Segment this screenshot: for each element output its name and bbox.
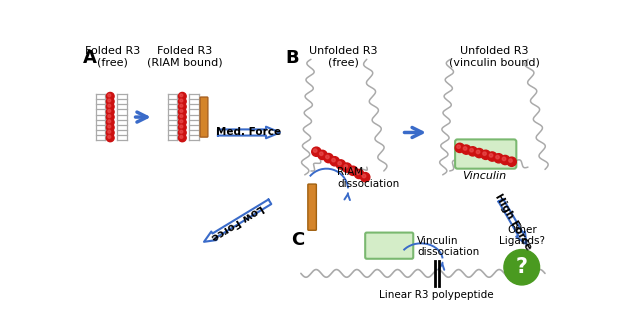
Text: Unfolded R3
(free): Unfolded R3 (free) [309, 46, 378, 68]
Circle shape [180, 115, 183, 118]
Circle shape [108, 104, 111, 107]
Circle shape [179, 108, 186, 116]
FancyBboxPatch shape [308, 184, 316, 230]
Circle shape [106, 108, 114, 116]
Text: A: A [83, 49, 97, 67]
Circle shape [180, 104, 183, 107]
FancyBboxPatch shape [200, 97, 208, 137]
Circle shape [362, 174, 366, 178]
Circle shape [461, 145, 471, 154]
Circle shape [319, 152, 323, 156]
Text: Low Force: Low Force [209, 202, 265, 241]
Text: Med. Force: Med. Force [216, 128, 282, 138]
Circle shape [455, 143, 465, 153]
Text: Vinculin
dissociation: Vinculin dissociation [417, 236, 479, 257]
Circle shape [108, 120, 111, 123]
Circle shape [108, 99, 111, 102]
Circle shape [106, 134, 114, 142]
Circle shape [179, 129, 186, 137]
Circle shape [312, 147, 321, 156]
Circle shape [338, 162, 341, 165]
Circle shape [360, 173, 370, 182]
Circle shape [106, 113, 114, 121]
Circle shape [108, 136, 111, 138]
Text: Unfolded R3
(vinculin bound): Unfolded R3 (vinculin bound) [449, 46, 540, 68]
Circle shape [350, 168, 353, 171]
Circle shape [106, 103, 114, 111]
Circle shape [494, 154, 503, 163]
Circle shape [348, 166, 358, 175]
Text: C: C [291, 231, 304, 249]
Circle shape [108, 94, 111, 97]
Circle shape [180, 99, 183, 102]
Text: B: B [285, 49, 299, 67]
Circle shape [507, 157, 516, 166]
Circle shape [500, 155, 510, 165]
Circle shape [180, 125, 183, 128]
Circle shape [509, 159, 512, 162]
Circle shape [108, 125, 111, 128]
Circle shape [180, 94, 183, 97]
Text: Vinculin: Vinculin [463, 171, 507, 181]
Circle shape [324, 153, 333, 163]
Circle shape [179, 113, 186, 121]
Circle shape [476, 150, 480, 154]
Circle shape [463, 147, 467, 150]
Circle shape [106, 93, 114, 100]
Circle shape [180, 120, 183, 123]
Polygon shape [499, 199, 527, 244]
Circle shape [344, 165, 348, 168]
Circle shape [179, 93, 186, 100]
Circle shape [108, 115, 111, 118]
Circle shape [108, 110, 111, 112]
Circle shape [489, 154, 493, 157]
Circle shape [330, 157, 339, 166]
Circle shape [475, 148, 484, 158]
Text: Linear R3 polypeptide: Linear R3 polypeptide [379, 290, 494, 300]
Circle shape [481, 150, 490, 159]
Circle shape [457, 145, 460, 149]
Circle shape [179, 124, 186, 131]
Circle shape [468, 147, 477, 156]
Circle shape [106, 119, 114, 126]
Text: Folded R3
(RIAM bound): Folded R3 (RIAM bound) [147, 46, 223, 68]
Circle shape [502, 157, 506, 161]
Text: Other
Ligands?: Other Ligands? [499, 225, 545, 246]
Circle shape [483, 152, 486, 155]
Circle shape [336, 160, 346, 169]
Circle shape [179, 98, 186, 105]
Text: Folded R3
(free): Folded R3 (free) [85, 46, 140, 68]
Circle shape [504, 249, 540, 285]
Polygon shape [204, 199, 271, 242]
Circle shape [355, 169, 364, 179]
Circle shape [326, 155, 329, 159]
Circle shape [314, 149, 317, 152]
Circle shape [106, 124, 114, 131]
Circle shape [180, 136, 183, 138]
Circle shape [318, 150, 327, 160]
Circle shape [106, 98, 114, 105]
Text: High Force: High Force [493, 192, 534, 252]
Circle shape [179, 119, 186, 126]
Polygon shape [218, 127, 280, 138]
Circle shape [179, 134, 186, 142]
FancyBboxPatch shape [365, 232, 413, 259]
Circle shape [342, 163, 351, 172]
Circle shape [180, 130, 183, 133]
Circle shape [470, 148, 474, 152]
Text: RIAM
dissociation: RIAM dissociation [337, 167, 399, 189]
Circle shape [179, 103, 186, 111]
Circle shape [496, 155, 499, 159]
Circle shape [108, 130, 111, 133]
Text: ?: ? [516, 257, 528, 277]
Circle shape [106, 129, 114, 137]
Circle shape [356, 171, 360, 175]
Circle shape [488, 152, 497, 161]
Circle shape [332, 158, 335, 162]
FancyBboxPatch shape [455, 139, 516, 169]
Circle shape [180, 110, 183, 112]
